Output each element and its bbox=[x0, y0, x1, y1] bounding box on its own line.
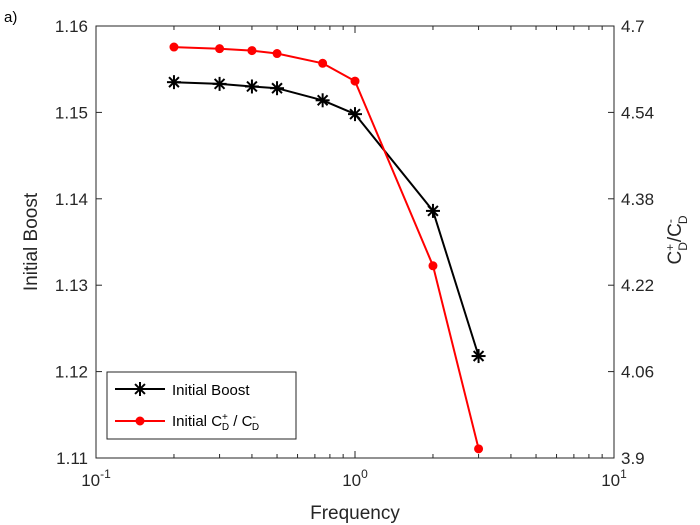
x-tick-label: 101 bbox=[601, 467, 627, 490]
left-y-tick-label: 1.15 bbox=[55, 103, 88, 122]
series-layer bbox=[166, 42, 486, 454]
right-y-tick-label: 4.7 bbox=[621, 17, 645, 36]
left-y-axis-label: Initial Boost bbox=[21, 192, 42, 291]
series-1-point bbox=[350, 76, 360, 86]
series-0-point bbox=[244, 79, 259, 94]
series-0-point bbox=[212, 76, 227, 91]
series-1-point bbox=[215, 44, 225, 54]
series-line-1 bbox=[173, 46, 480, 450]
x-tick-label: 100 bbox=[342, 467, 368, 490]
series-1-point bbox=[272, 49, 282, 59]
left-y-tick-label: 1.12 bbox=[55, 363, 88, 382]
legend-label-initial-boost: Initial Boost bbox=[172, 382, 250, 399]
left-y-tick-label: 1.11 bbox=[56, 449, 88, 468]
legend-asterisk bbox=[133, 382, 147, 396]
x-tick-label: 10-1 bbox=[81, 467, 111, 490]
left-y-tick-label: 1.14 bbox=[55, 190, 88, 209]
right-y-tick-label: 3.9 bbox=[621, 449, 645, 468]
x-axis-ticks: 10-1 100 101 bbox=[81, 26, 627, 490]
series-1-point bbox=[247, 46, 257, 56]
series-1-point bbox=[318, 58, 328, 68]
series-0-point bbox=[471, 349, 486, 364]
left-y-axis-ticks: 1.11 1.12 1.13 1.14 1.15 1.16 bbox=[55, 17, 102, 468]
legend-marker-initial-cd-ratio bbox=[135, 416, 145, 426]
panel-label: a) bbox=[4, 9, 17, 26]
legend: Initial Boost Initial C+ D / C-D bbox=[106, 371, 297, 440]
right-y-tick-label: 4.38 bbox=[621, 190, 654, 209]
left-y-tick-label: 1.13 bbox=[55, 276, 88, 295]
right-y-axis-ticks: 3.9 4.06 4.22 4.38 4.54 4.7 bbox=[608, 17, 654, 468]
series-0-point bbox=[166, 75, 181, 90]
right-y-tick-label: 4.06 bbox=[621, 363, 654, 382]
legend-label-initial-cd-ratio: Initial C+ D / C-D bbox=[172, 412, 259, 433]
series-1-point bbox=[428, 261, 438, 271]
right-y-tick-label: 4.54 bbox=[621, 103, 654, 122]
series-1-point bbox=[169, 42, 179, 52]
series-0-point bbox=[315, 93, 330, 108]
series-0-point bbox=[270, 81, 285, 96]
series-1-point bbox=[474, 444, 484, 454]
legend-marker-initial-boost bbox=[133, 382, 147, 396]
series-0-point bbox=[348, 107, 362, 122]
right-y-axis-label: C+D/C-D bbox=[663, 215, 690, 264]
series-0-point bbox=[425, 203, 440, 218]
x-axis-label: Frequency bbox=[310, 503, 400, 524]
legend-box bbox=[106, 371, 297, 440]
left-y-tick-label: 1.16 bbox=[55, 17, 88, 36]
right-y-tick-label: 4.22 bbox=[621, 276, 654, 295]
